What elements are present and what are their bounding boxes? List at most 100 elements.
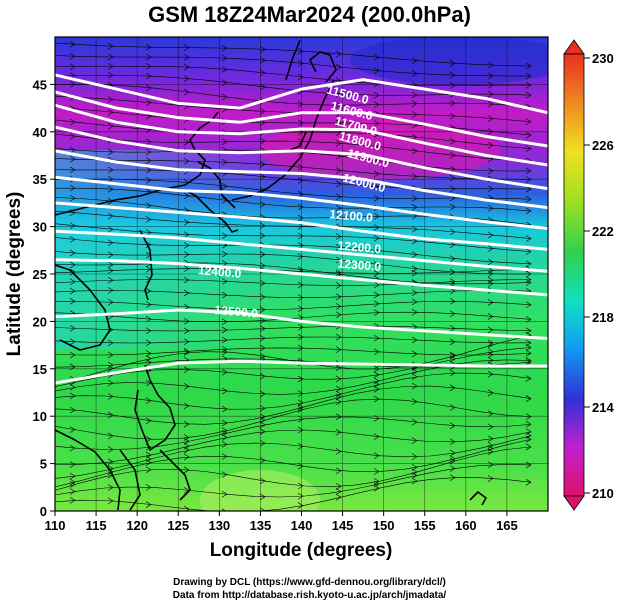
wind-arrow [183,63,190,71]
wind-arrow [69,497,76,504]
wind-arrow [487,231,494,239]
wind-arrow [487,435,494,442]
wind-arrow [335,293,342,301]
wind-arrow [373,157,380,165]
wind-arrow [297,462,304,470]
wind-arrow [297,138,304,145]
wind-arrow [411,111,418,118]
wind-arrow [145,276,152,283]
wind-arrow [335,256,342,264]
wind-arrow [487,475,494,482]
wind-arrow [183,251,190,258]
wind-arrow [335,375,342,383]
wind-arrow [449,278,456,285]
wind-arrow [525,413,532,420]
wind-arrow [525,461,532,469]
wind-arrow [525,279,532,286]
wind-arrow [297,375,304,383]
wind-arrow [297,47,304,55]
wind-arrow [373,54,380,61]
wind-arrow [107,432,114,440]
wind-arrow [297,415,304,423]
x-axis-label: Longitude (degrees) [210,540,393,561]
wind-arrow [335,488,342,495]
wind-arrow [221,182,228,190]
wind-arrow [69,166,76,174]
wind-arrow [69,338,76,345]
wind-arrow [411,203,418,211]
wind-arrow [259,317,266,324]
wind-arrow [183,157,190,165]
wind-arrow [525,443,532,451]
wind-arrow [449,165,456,173]
wind-arrow [69,298,76,305]
wind-arrow [297,442,304,450]
wind-arrow [373,170,380,178]
wind-arrow [487,341,494,349]
wind-arrow [69,118,76,126]
wind-arrow [259,187,266,194]
wind-arrow [487,280,494,287]
wind-arrow [297,60,304,67]
wind-arrow [259,69,266,77]
colorbar-bottom-arrow [563,495,585,511]
wind-arrow [297,390,304,397]
wind-arrow [373,183,380,190]
wind-arrow [525,339,532,347]
wind-arrow [335,393,342,401]
wind-arrow [335,333,342,341]
wind-arrow [259,344,266,352]
wind-arrow [183,231,190,238]
wind-arrow [259,280,266,287]
wind-arrow [411,289,418,296]
wind-arrow [411,468,418,476]
wind-arrow [335,346,342,353]
wind-arrow [297,214,304,222]
wind-arrow [525,248,532,255]
wind-arrow [411,368,418,376]
wind-arrow [69,194,76,202]
wind-arrow [69,481,76,488]
wind-arrow [487,258,494,266]
wind-arrow [449,355,456,363]
wind-arrow [449,457,456,465]
wind-arrow [221,232,228,239]
wind-arrow [487,442,494,449]
wind-arrow [221,291,228,299]
wind-arrow [259,161,266,168]
wind-arrow [449,310,456,317]
wind-arrow [297,177,304,184]
wind-arrow [69,444,76,452]
wind-arrow [449,241,456,249]
wind-arrow [525,235,532,242]
wind-arrow [487,142,494,149]
wind-arrow [411,336,418,344]
wind-arrow [145,53,152,61]
wind-arrow [145,176,152,184]
wind-arrow [487,267,494,274]
wind-arrow [297,119,304,127]
wind-arrow [107,299,114,306]
wind-arrow [183,366,190,373]
wind-arrow [449,112,456,120]
wind-arrow [145,63,152,70]
wind-arrow [487,423,494,431]
wind-arrow [525,81,532,89]
wind-arrow [335,119,342,127]
wind-arrow [487,185,494,193]
wind-arrow [69,249,76,257]
wind-arrow [525,301,532,308]
wind-arrow [221,336,228,344]
x-tick-label: 145 [332,518,354,533]
wind-arrow [107,166,114,174]
contour-line [55,175,548,230]
wind-arrow [373,468,380,475]
wind-arrow [411,57,418,64]
wind-arrow [145,72,152,80]
wind-arrow [107,393,114,400]
wind-arrow [107,365,114,372]
wind-arrow [297,242,304,249]
wind-arrow [183,88,190,96]
wind-arrow [69,261,76,269]
